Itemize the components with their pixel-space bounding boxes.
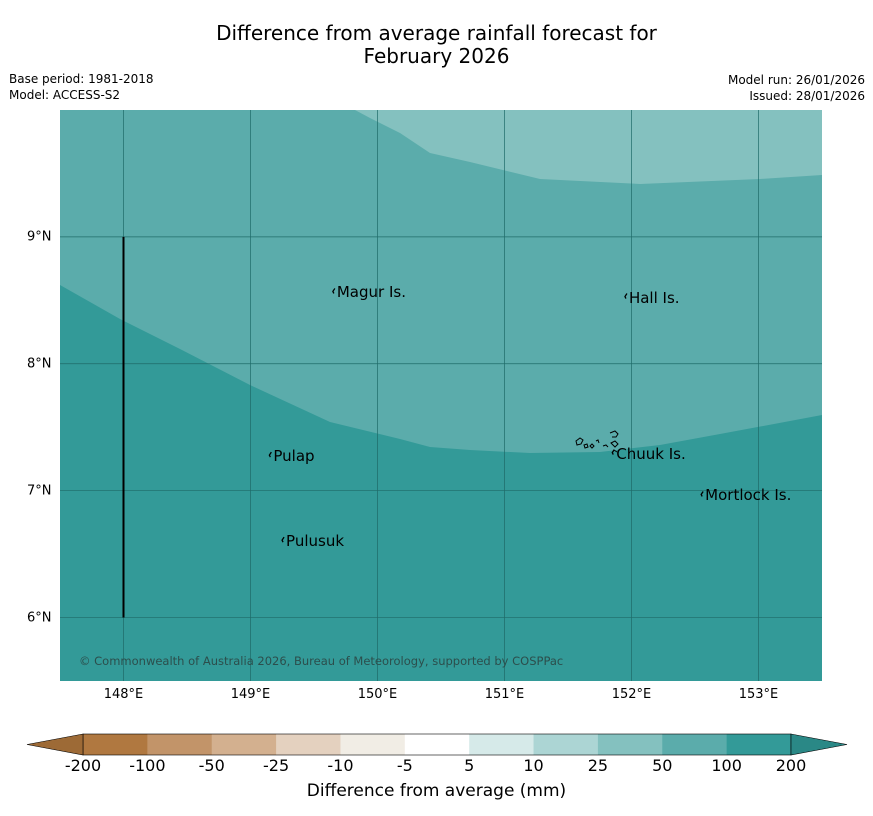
- colorbar-tick: 50: [652, 756, 673, 775]
- colorbar-cell: [597, 734, 663, 755]
- colorbar-label: Difference from average (mm): [306, 781, 567, 801]
- longitude-label: 148°E: [103, 687, 144, 702]
- zone-25-50: [355, 110, 822, 184]
- colorbar-cell: [662, 734, 728, 755]
- colorbar-tick: -25: [263, 756, 290, 775]
- latitude-label: 8°N: [27, 356, 52, 372]
- copyright-notice: © Commonwealth of Australia 2026, Bureau…: [79, 654, 564, 668]
- colorbar-cell: [726, 734, 792, 755]
- chuuk-lagoon-islands: [575, 430, 619, 453]
- longitude-label: 151°E: [484, 687, 525, 702]
- longitude-label: 153°E: [738, 687, 779, 702]
- model-name: Model: ACCESS-S2: [9, 88, 121, 102]
- colorbar-tick: 10: [523, 756, 544, 775]
- colorbar-cell: [276, 734, 341, 755]
- place-label: Mortlock Is.: [705, 486, 792, 505]
- island-marker: [268, 451, 272, 458]
- title-line-1: Difference from average rainfall forecas…: [216, 21, 657, 45]
- colorbar-tick: 25: [587, 756, 609, 775]
- colorbar-cell: [211, 734, 277, 755]
- colorbar-tick: -5: [396, 756, 413, 775]
- issued-date: Issued: 28/01/2026: [749, 89, 865, 103]
- place-label: Magur Is.: [336, 283, 406, 302]
- island-marker: [700, 491, 704, 497]
- place-markers: [268, 288, 704, 543]
- place-label: Chuuk Is.: [616, 444, 686, 463]
- colorbar-under-arrow: [26, 733, 84, 756]
- colorbar-over-arrow: [790, 733, 848, 756]
- island-marker: [332, 288, 336, 294]
- colorbar-tick: -100: [129, 756, 166, 775]
- latitude-label: 6°N: [27, 610, 52, 626]
- colorbar-cell: [404, 734, 470, 755]
- place-label: Pulusuk: [286, 532, 345, 551]
- latitude-label: 9°N: [27, 229, 52, 245]
- colorbar-cell: [533, 734, 599, 755]
- colorbar-tick: 200: [775, 756, 807, 775]
- title-line-2: February 2026: [363, 44, 510, 68]
- longitude-label: 149°E: [230, 687, 271, 702]
- island-marker: [624, 293, 628, 299]
- longitude-label: 152°E: [611, 687, 652, 702]
- colorbar-tick: -200: [64, 756, 102, 775]
- colorbar-cell: [469, 734, 535, 755]
- latitude-label: 7°N: [27, 483, 52, 499]
- colorbar-cell: [340, 734, 406, 755]
- longitude-label: 150°E: [357, 687, 398, 702]
- colorbar-cell: [147, 734, 213, 755]
- colorbar-tick: -10: [327, 756, 354, 775]
- chart-title: Difference from average rainfall forecas…: [0, 22, 873, 68]
- colorbar-tick: 5: [464, 756, 475, 775]
- place-label: Pulap: [273, 447, 315, 466]
- island-marker: [611, 449, 615, 455]
- meta-right: Model run: 26/01/2026 Issued: 28/01/2026: [728, 72, 865, 104]
- place-label: Hall Is.: [628, 288, 680, 307]
- model-run: Model run: 26/01/2026: [727, 73, 865, 87]
- base-period: Base period: 1981-2018: [9, 72, 154, 86]
- colorbar-tick: -50: [198, 756, 225, 775]
- colorbar-cell: [83, 734, 148, 755]
- island-marker: [281, 536, 285, 543]
- meta-left: Base period: 1981-2018 Model: ACCESS-S2: [9, 71, 154, 103]
- colorbar-tick: 100: [711, 756, 742, 775]
